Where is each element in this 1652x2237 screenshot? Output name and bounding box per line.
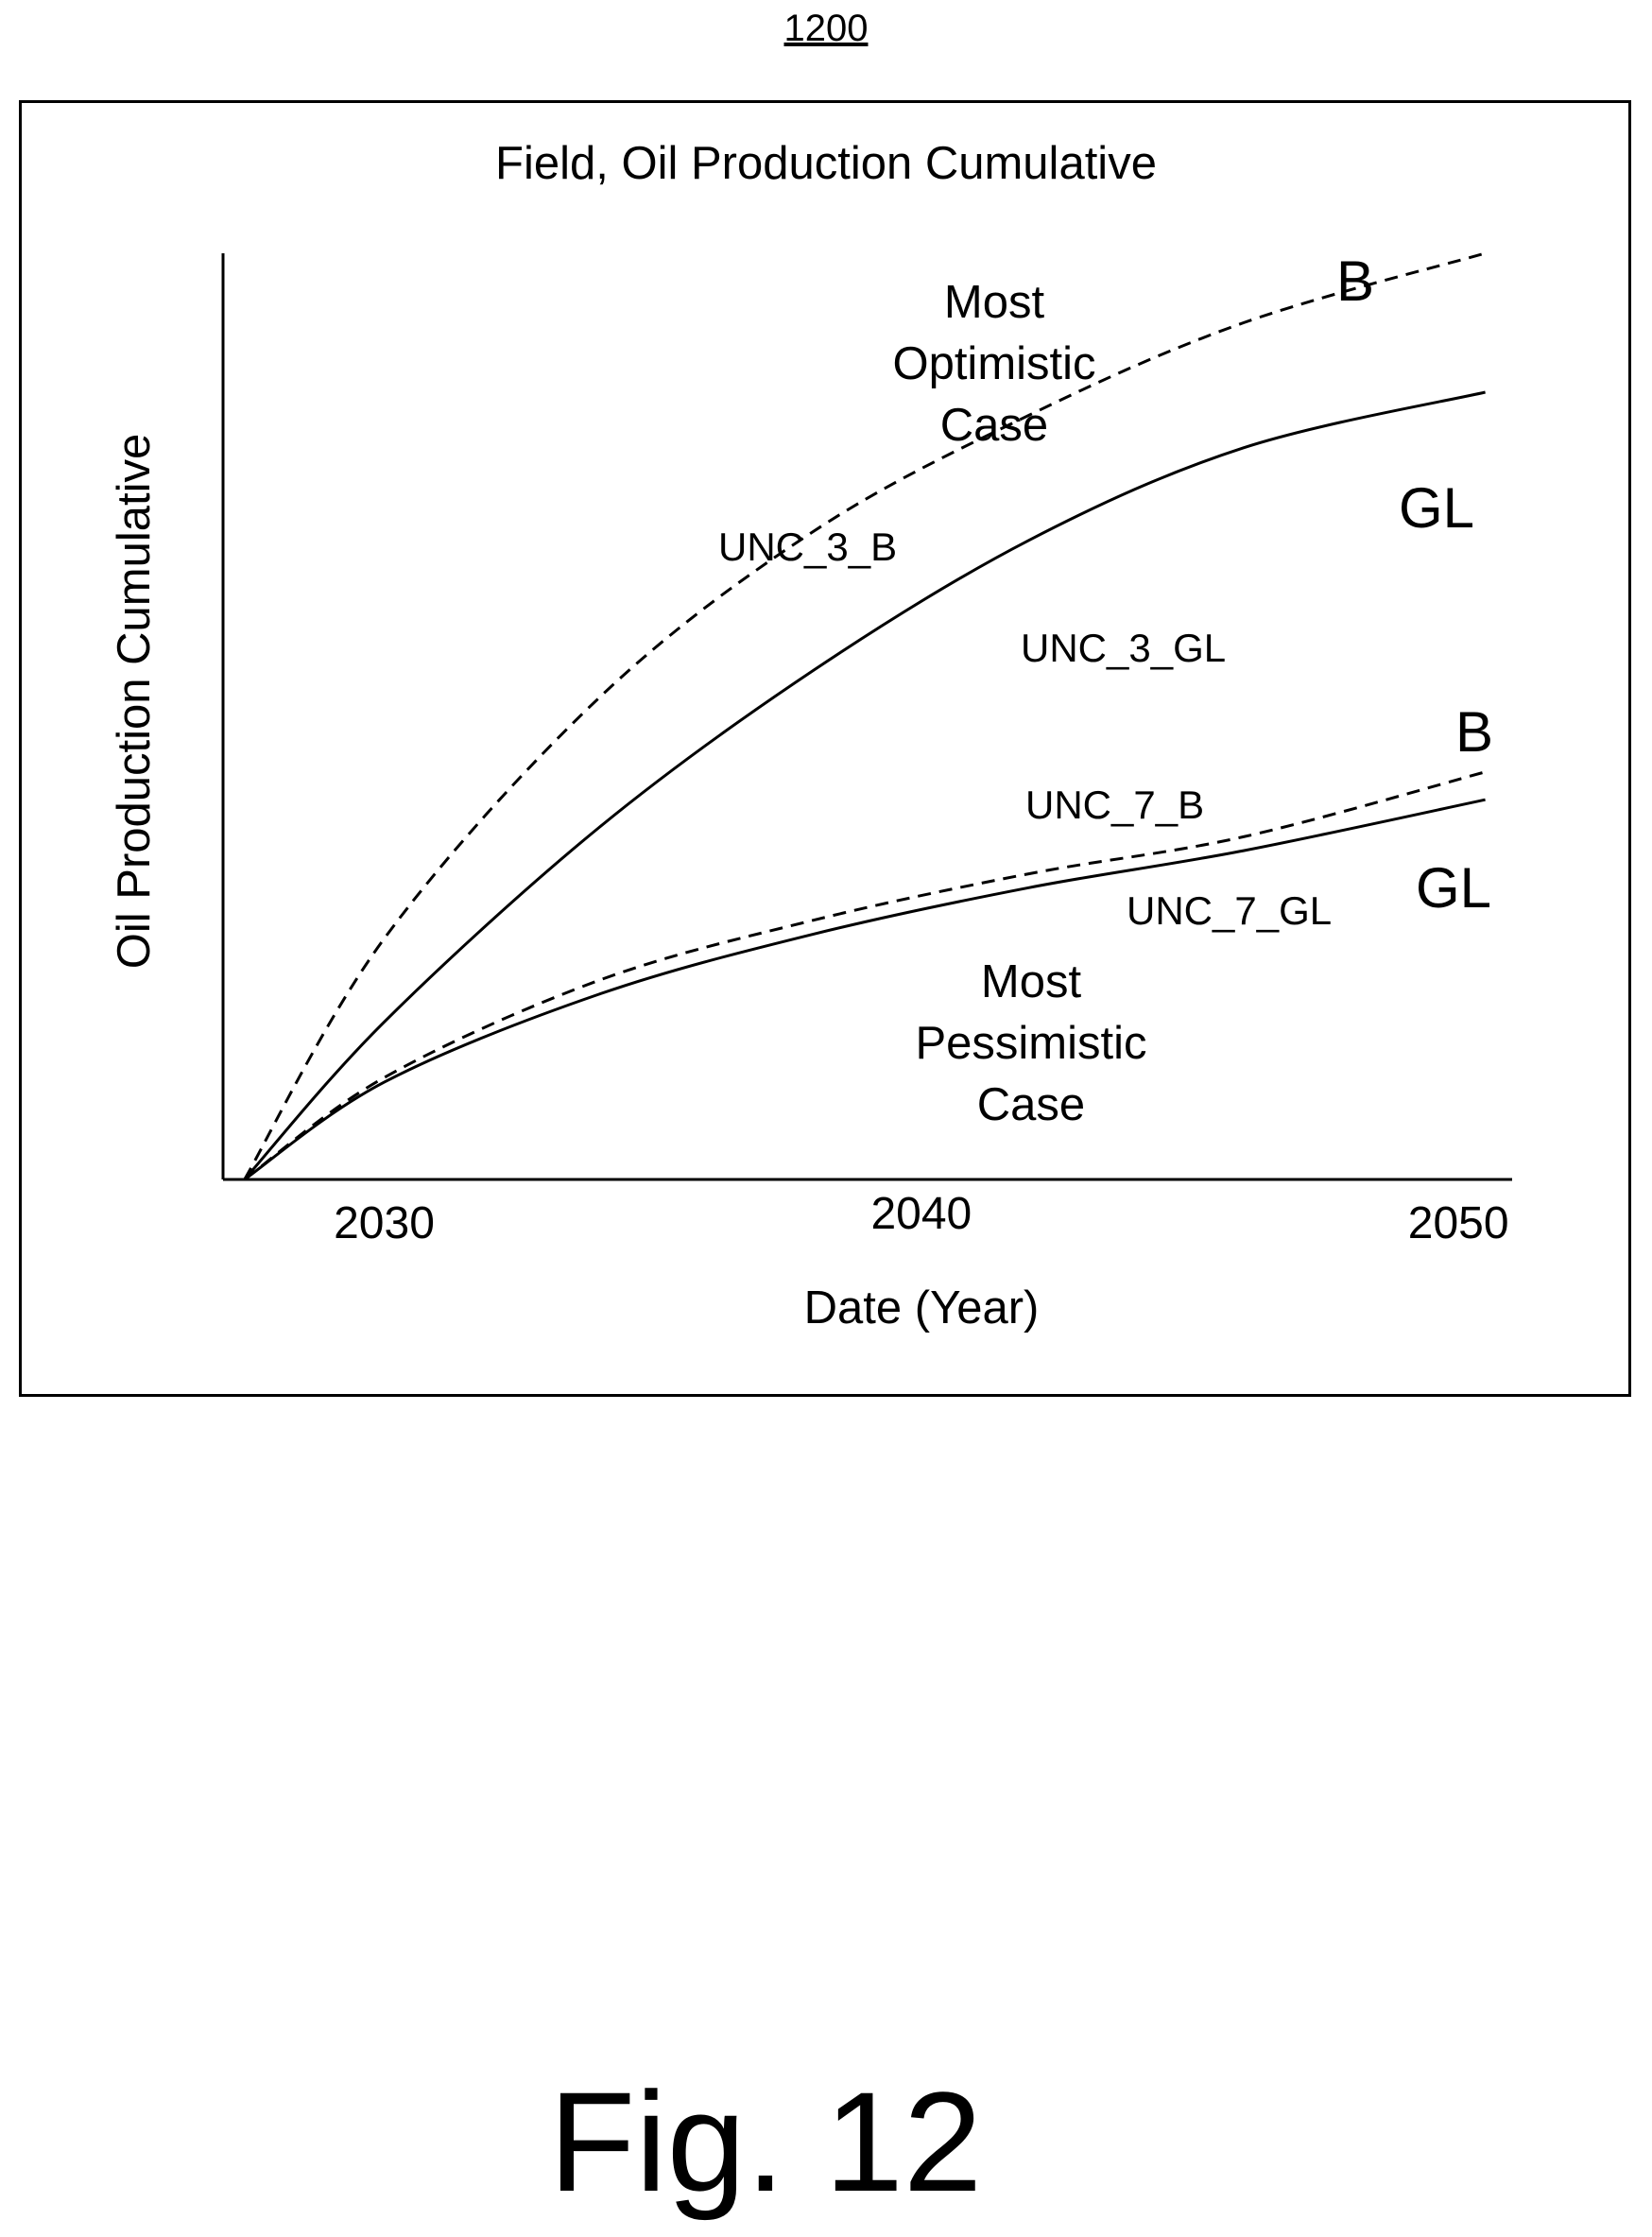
x-tick-label-2040: 2040: [870, 1189, 972, 1239]
annotation-optimistic-line-2: Optimistic: [892, 338, 1095, 389]
oil-production-chart: 2030 2040 2050 Date (Year) Oil Production Cu…: [0, 0, 1652, 1418]
y-axis-label: Oil Production Cumulative: [109, 434, 160, 969]
x-axis-label: Date (Year): [804, 1282, 1040, 1334]
series-line-unc-3-gl: [245, 392, 1486, 1179]
annotation-pessimistic-line-1: Most: [981, 956, 1082, 1007]
annotation-pessimistic: Most Pessimistic Case: [915, 956, 1146, 1130]
chart-labels: UNC_3_B UNC_3_GL UNC_7_B UNC_7_GL Most Optimi…: [718, 250, 1493, 1130]
series-label-unc-3-b: UNC_3_B: [718, 525, 897, 569]
annotation-optimistic-line-3: Case: [940, 400, 1048, 451]
series-label-unc-3-gl: UNC_3_GL: [1021, 626, 1226, 670]
annotation-pessimistic-line-3: Case: [977, 1079, 1085, 1130]
series-label-unc-7-b: UNC_7_B: [1025, 783, 1204, 827]
figure-caption: Fig. 12: [0, 2060, 1531, 2224]
annotation-b-upper: B: [1336, 250, 1374, 313]
annotation-pessimistic-line-2: Pessimistic: [915, 1018, 1146, 1069]
x-tick-label-2050: 2050: [1408, 1198, 1509, 1248]
series-line-unc-7-gl: [245, 800, 1486, 1179]
annotation-b-lower: B: [1455, 700, 1493, 764]
annotation-gl-upper: GL: [1399, 476, 1474, 540]
annotation-optimistic: Most Optimistic Case: [892, 277, 1095, 451]
annotation-gl-lower: GL: [1416, 856, 1491, 920]
x-tick-label-2030: 2030: [334, 1198, 435, 1248]
chart-series: [245, 253, 1486, 1179]
annotation-optimistic-line-1: Most: [944, 277, 1045, 328]
series-label-unc-7-gl: UNC_7_GL: [1127, 888, 1332, 933]
series-line-unc-3-b: [245, 253, 1486, 1179]
chart-axes: 2030 2040 2050 Date (Year) Oil Production Cu…: [109, 253, 1512, 1334]
